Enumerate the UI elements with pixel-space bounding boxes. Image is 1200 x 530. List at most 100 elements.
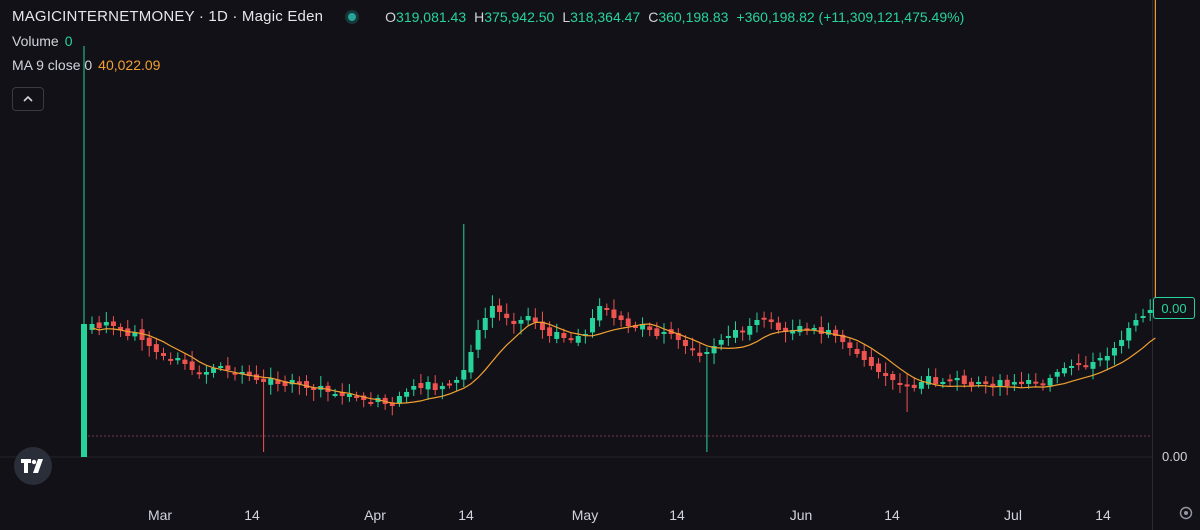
- candle-body: [89, 324, 95, 330]
- candle-body: [439, 386, 445, 390]
- candle-body: [396, 396, 402, 404]
- candle-body: [346, 394, 352, 397]
- candle-body: [825, 330, 831, 335]
- candle-body: [132, 332, 138, 337]
- candle-body: [1011, 382, 1017, 385]
- candle-body: [590, 318, 595, 333]
- tradingview-logo[interactable]: [14, 447, 52, 485]
- candle-body: [182, 359, 188, 364]
- candle-body: [461, 370, 467, 380]
- candle-body: [110, 321, 116, 326]
- volume-row[interactable]: Volume 0: [12, 31, 964, 51]
- candle-body: [718, 340, 724, 345]
- x-axis-tick-label: May: [572, 507, 598, 523]
- candle-body: [454, 380, 460, 383]
- x-axis-tick-label: 14: [669, 507, 685, 523]
- candle-body: [532, 317, 538, 322]
- candle-body: [725, 336, 731, 338]
- candle-body: [783, 327, 789, 332]
- candle-body: [790, 330, 796, 334]
- ohlc-open-key: O: [385, 9, 397, 25]
- candle-body: [661, 332, 667, 334]
- chart-legend: MAGICINTERNETMONEY · 1D · Magic Eden O 31…: [12, 7, 964, 75]
- change-value: +360,198.82 (+11,309,121,475.49%): [736, 9, 965, 25]
- candle-body: [568, 338, 574, 341]
- tradingview-logo-icon: [21, 459, 43, 473]
- candle-body: [361, 395, 367, 400]
- candle-body: [1097, 358, 1103, 361]
- candle-body: [81, 324, 87, 457]
- candle-body: [818, 327, 824, 334]
- ma-row[interactable]: MA 9 close 0 40,022.09: [12, 55, 964, 75]
- symbol-title: MAGICINTERNETMONEY · 1D · Magic Eden: [12, 8, 324, 25]
- candle-body: [654, 328, 660, 336]
- candle-body: [168, 358, 174, 361]
- candle-body: [475, 330, 481, 350]
- x-axis-tick-label: Jul: [1004, 507, 1022, 523]
- candle-body: [332, 394, 338, 396]
- market-status-icon[interactable]: [345, 10, 360, 24]
- candle-body: [911, 384, 917, 388]
- candle-body: [976, 382, 982, 384]
- candle-body: [983, 381, 989, 384]
- candle-body: [261, 378, 267, 382]
- candle-body: [990, 383, 996, 386]
- candle-body: [404, 392, 410, 397]
- candle-body: [368, 401, 374, 404]
- candle-body: [1104, 356, 1110, 361]
- candle-body: [418, 383, 424, 388]
- ohlc-open-value: 319,081.43: [396, 9, 467, 25]
- last-price-badge: 0.00: [1153, 297, 1195, 319]
- candle-body: [482, 318, 488, 330]
- candle-body: [447, 383, 452, 386]
- candle-body: [554, 332, 560, 339]
- candle-body: [883, 373, 889, 376]
- candle-body: [1083, 365, 1089, 368]
- candle-body: [647, 326, 653, 330]
- x-axis-tick-label: 14: [1095, 507, 1111, 523]
- price-scale-zero-label: 0.00: [1162, 449, 1188, 464]
- candle-body: [618, 315, 624, 320]
- candle-body: [740, 330, 746, 333]
- candle-body: [489, 306, 495, 318]
- candle-body: [897, 382, 903, 385]
- candle-body: [497, 305, 503, 312]
- candle-body: [840, 334, 846, 342]
- x-axis-tick-label: 14: [244, 507, 260, 523]
- candle-body: [775, 322, 781, 330]
- ma-value: 40,022.09: [98, 57, 161, 73]
- candle-body: [1140, 316, 1146, 318]
- candle-body: [96, 322, 102, 328]
- candle-body: [1133, 320, 1139, 326]
- candle-body: [933, 377, 939, 384]
- candle-body: [103, 322, 109, 326]
- candle-body: [161, 353, 166, 356]
- candle-body: [833, 329, 839, 336]
- candle-body: [876, 363, 881, 372]
- candle-body: [754, 320, 760, 326]
- candle-body: [146, 337, 152, 346]
- candle-body: [804, 328, 810, 331]
- candle-body: [425, 382, 431, 390]
- candle-body: [1090, 362, 1096, 369]
- candle-body: [547, 327, 553, 336]
- ma-label: MA 9 close 0: [12, 57, 93, 73]
- candle-body: [468, 352, 474, 373]
- ohlc-high-value: 375,942.50: [484, 9, 555, 25]
- candle-body: [918, 382, 924, 389]
- candle-body: [189, 361, 195, 370]
- candle-body: [289, 380, 295, 385]
- candle-body: [690, 348, 696, 351]
- candle-body: [1040, 383, 1046, 386]
- candle-body: [1126, 328, 1132, 341]
- candle-body: [997, 380, 1003, 388]
- collapse-legend-button[interactable]: [12, 87, 44, 111]
- candle-body: [339, 391, 345, 396]
- candle-body: [611, 309, 617, 318]
- candle-body: [854, 348, 860, 354]
- candle-body: [682, 339, 688, 346]
- candle-body: [1061, 368, 1067, 374]
- settings-icon[interactable]: [1178, 505, 1194, 521]
- candle-body: [632, 324, 638, 328]
